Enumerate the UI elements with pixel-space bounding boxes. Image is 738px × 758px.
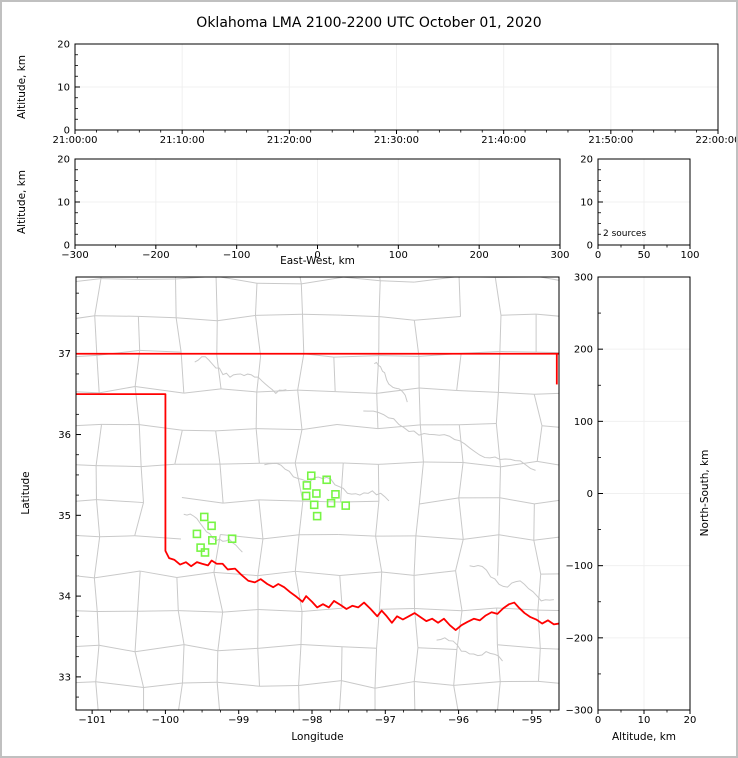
plan_view-x-tick-label: −101: [78, 715, 105, 726]
county-lines: [76, 277, 559, 710]
time_height-panel: 21:00:00 21:10:00 21:20:00 21:30:00 21:40:00…: [53, 40, 736, 147]
lma-station-marker: [207, 521, 216, 531]
time_height-y-tick-label: 0: [64, 126, 70, 137]
ew_height-x-tick-label: −100: [223, 250, 250, 261]
lma-station-marker: [227, 534, 237, 544]
lma-station-marker: [341, 501, 351, 510]
ew_height-x-tick-label: −200: [142, 250, 169, 261]
alt_histogram-y-tick-label: 10: [580, 198, 593, 209]
plan-view-ylabel: Latitude: [20, 471, 32, 515]
lma-station-marker: [200, 548, 210, 557]
time_height-x-tick-label: 21:40:00: [481, 135, 526, 146]
ew_height-x-tick-label: 300: [550, 250, 569, 261]
alt_histogram-panel: 0 50 100 0 10 20: [580, 155, 699, 262]
plan_view-panel: −101 −100 −99 −98 −97 −96 −95 33 34 35 36 37: [58, 292, 551, 726]
alt_histogram-x-tick-label: 0: [595, 250, 601, 261]
time_height-x-tick-label: 22:00:00: [696, 135, 736, 146]
ns_height-y-tick-label: 300: [574, 273, 593, 284]
lma-station-marker: [331, 490, 340, 499]
ns_height-panel: 0 10 20 300 200 100 0 −100 −200 −300: [566, 273, 697, 727]
time_height-x-tick-label: 21:00:00: [53, 135, 98, 146]
lma-station-marker: [322, 475, 331, 485]
ew_height-x-tick-label: 100: [389, 250, 408, 261]
plan_view-x-tick-label: −97: [375, 715, 396, 726]
ew-height-ylabel: Altitude, km: [16, 169, 28, 235]
ew_height-spine: [74, 158, 561, 246]
lma-station-marker: [312, 511, 322, 521]
lma-stations: [192, 471, 351, 557]
plan_view-x-tick-label: −95: [521, 715, 542, 726]
ns-height-xlabel: Altitude, km: [611, 731, 676, 743]
time_height-x-tick-label: 21:30:00: [374, 135, 419, 146]
ew_height-y-tick-label: 0: [64, 241, 70, 252]
time_height-y-tick-label: 10: [57, 83, 70, 94]
map-content: [76, 277, 559, 710]
ns_height-spine: [597, 276, 691, 711]
lma-station-marker: [312, 489, 321, 498]
lma-station-marker: [196, 543, 205, 552]
ew_height-x-tick-label: −300: [61, 250, 88, 261]
lma-station-marker: [199, 512, 209, 522]
ns_height-y-tick-label: −100: [566, 561, 593, 572]
time_height-x-tick-label: 21:50:00: [588, 135, 633, 146]
plan_view-spine: [75, 276, 560, 711]
ew-height-xlabel: East-West, km: [280, 255, 355, 267]
time_height-y-tick-label: 20: [57, 40, 70, 51]
plan_view-x-tick-label: −96: [448, 715, 469, 726]
lma-station-marker: [192, 529, 202, 539]
time_height-x-tick-label: 21:10:00: [160, 135, 205, 146]
alt_histogram-spine: [597, 158, 691, 246]
ns_height-x-tick-label: 20: [684, 715, 697, 726]
ns_height-y-tick-label: −300: [566, 706, 593, 717]
plot-title: Oklahoma LMA 2100-2200 UTC October 01, 2…: [196, 15, 542, 31]
plan_view-y-tick-label: 33: [58, 672, 71, 683]
lma-station-marker: [326, 498, 336, 508]
ew_height-x-tick-label: 200: [470, 250, 489, 261]
plan_view-x-tick-label: −100: [152, 715, 179, 726]
lma-station-marker: [301, 491, 311, 501]
ew_height-y-tick-label: 10: [57, 198, 70, 209]
ew_height-y-tick-label: 20: [57, 155, 70, 166]
ns_height-y-tick-label: −200: [566, 633, 593, 644]
ns_height-x-tick-label: 10: [638, 715, 651, 726]
plan_view-y-tick-label: 37: [58, 349, 71, 360]
alt_histogram-y-tick-label: 20: [580, 155, 593, 166]
sources-count-annotation: 2 sources: [603, 229, 647, 239]
alt_histogram-y-tick-label: 0: [587, 241, 593, 252]
lma-station-marker: [309, 500, 319, 510]
ew_height-x-tick-label: 0: [314, 250, 320, 261]
ns_height-x-tick-label: 0: [595, 715, 601, 726]
ns_height-y-tick-label: 0: [587, 489, 593, 500]
alt_histogram-x-tick-label: 100: [680, 250, 699, 261]
plan_view-y-tick-label: 35: [58, 511, 71, 522]
ns-height-ylabel: North-South, km: [699, 449, 711, 537]
plan-view-xlabel: Longitude: [291, 731, 344, 743]
plan_view-y-tick-label: 36: [58, 430, 71, 441]
plan_view-y-tick-label: 34: [58, 592, 71, 603]
ns_height-y-tick-label: 200: [574, 345, 593, 356]
alt_histogram-x-tick-label: 50: [638, 250, 651, 261]
lma-station-marker: [208, 536, 217, 545]
time_height-x-tick-label: 21:20:00: [267, 135, 312, 146]
ew_height-panel: −300 −200 −100 0 100 200 300 0 10 20: [57, 155, 569, 262]
time-height-ylabel: Altitude, km: [16, 54, 28, 120]
plan_view-x-tick-label: −99: [228, 715, 249, 726]
lma-station-marker: [302, 481, 312, 490]
lma-station-marker: [306, 471, 316, 481]
state-border: [76, 393, 559, 631]
time_height-spine: [74, 43, 719, 131]
plan_view-x-tick-label: −98: [301, 715, 322, 726]
ns_height-y-tick-label: 100: [574, 417, 593, 428]
